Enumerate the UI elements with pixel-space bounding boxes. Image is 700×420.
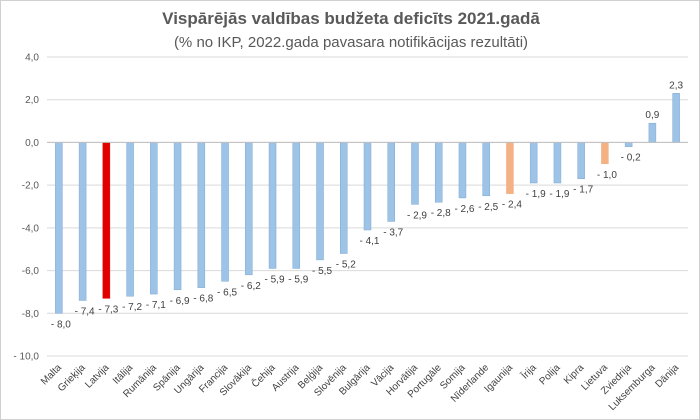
bar-dānija — [672, 93, 680, 143]
data-label: 0,9 — [645, 110, 659, 121]
data-label: - 5,5 — [312, 266, 332, 277]
data-label: - 6,9 — [170, 296, 190, 307]
bar-latvija — [102, 142, 111, 299]
y-tick-label: 0,0 — [25, 138, 39, 149]
y-tick-label: -8,0 — [22, 309, 40, 320]
data-label: - 7,2 — [122, 302, 142, 313]
bar-ungārija — [197, 142, 206, 288]
data-label: - 7,4 — [75, 306, 95, 317]
bar-slovēnija — [340, 142, 348, 254]
data-label: - 5,9 — [288, 274, 308, 285]
data-label: - 5,9 — [265, 274, 285, 285]
bar-polija — [553, 142, 562, 184]
y-tick-label: -2,0 — [22, 181, 40, 192]
bar-slovākija — [245, 142, 253, 276]
data-label: - 6,2 — [241, 281, 261, 292]
bar-rumānija — [150, 142, 158, 295]
category-label: Īrija — [519, 361, 539, 381]
category-label: Polija — [537, 362, 562, 387]
data-label: - 8,0 — [51, 319, 71, 330]
bar-itālija — [126, 142, 134, 297]
category-label: Austrija — [270, 362, 302, 394]
data-label: - 4,1 — [359, 236, 379, 247]
data-label: - 1,9 — [526, 189, 546, 200]
data-label: 2,3 — [669, 80, 683, 91]
bar-lietuva — [601, 142, 609, 165]
bar-luksemburga — [648, 122, 657, 143]
data-label: - 2,5 — [478, 202, 498, 213]
bar-francija — [221, 142, 229, 282]
category-label: Grieķija — [56, 362, 88, 394]
chart-subtitle: (% no IKP, 2022.gada pavasara notifikāci… — [173, 34, 529, 51]
bar-igaunija — [506, 142, 514, 194]
data-label: - 6,8 — [193, 294, 213, 305]
bar-bulgārija — [363, 142, 372, 231]
y-tick-label: 2,0 — [25, 95, 39, 106]
data-label: - 7,3 — [98, 304, 118, 315]
data-label: - 1,9 — [549, 189, 569, 200]
bar-somija — [458, 142, 467, 199]
data-label: - 2,9 — [407, 210, 427, 221]
data-label: - 5,2 — [336, 259, 356, 270]
bar-horvātija — [411, 142, 419, 205]
bar-īrija — [529, 142, 538, 184]
data-label: - 7,1 — [146, 300, 166, 311]
bar-nīderlande — [482, 142, 490, 197]
data-label: - 3,7 — [383, 227, 403, 238]
bar-beļģija — [316, 142, 324, 261]
bar-kipra — [577, 142, 585, 179]
y-tick-label: - 10,0 — [13, 352, 39, 363]
category-label: Latvija — [83, 362, 112, 391]
category-label: Dānija — [653, 362, 681, 390]
data-label: - 2,4 — [502, 200, 522, 211]
bar-vācija — [387, 142, 395, 222]
data-label: - 1,7 — [573, 185, 593, 196]
data-label: - 6,5 — [217, 287, 237, 298]
y-tick-label: 4,0 — [25, 53, 39, 64]
bar-austrija — [292, 142, 301, 269]
bar-spānija — [173, 142, 182, 291]
bar-malta — [55, 142, 63, 314]
bar-čehija — [268, 142, 277, 269]
chart-title: Vispārējās valdības budžeta deficīts 202… — [162, 9, 540, 28]
data-label: - 0,2 — [621, 153, 641, 164]
data-label: - 2,8 — [431, 208, 451, 219]
y-tick-label: -6,0 — [22, 266, 40, 277]
bar-grieķija — [78, 142, 87, 301]
data-label: - 1,0 — [597, 170, 617, 181]
bar-zviedrija — [624, 142, 633, 147]
bar-portugāle — [434, 142, 443, 203]
y-tick-label: -4,0 — [22, 223, 40, 234]
data-label: - 2,6 — [454, 204, 474, 215]
